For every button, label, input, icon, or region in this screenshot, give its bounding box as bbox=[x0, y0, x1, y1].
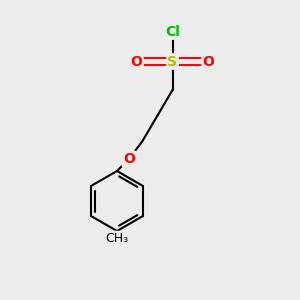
Text: O: O bbox=[123, 152, 135, 166]
Text: O: O bbox=[130, 55, 142, 68]
Text: O: O bbox=[202, 55, 214, 68]
Text: CH₃: CH₃ bbox=[105, 232, 129, 245]
Text: S: S bbox=[167, 55, 178, 68]
Text: Cl: Cl bbox=[165, 25, 180, 38]
